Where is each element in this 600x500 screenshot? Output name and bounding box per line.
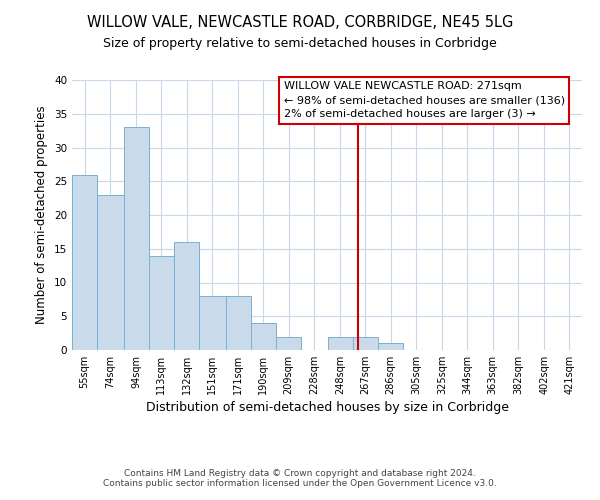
Bar xyxy=(149,256,174,350)
Text: WILLOW VALE NEWCASTLE ROAD: 271sqm
← 98% of semi-detached houses are smaller (13: WILLOW VALE NEWCASTLE ROAD: 271sqm ← 98%… xyxy=(284,82,565,120)
Bar xyxy=(124,127,149,350)
Bar xyxy=(199,296,226,350)
Bar xyxy=(174,242,199,350)
Bar xyxy=(328,336,353,350)
Bar xyxy=(226,296,251,350)
Text: Contains HM Land Registry data © Crown copyright and database right 2024.: Contains HM Land Registry data © Crown c… xyxy=(124,468,476,477)
Bar xyxy=(97,194,124,350)
Bar xyxy=(378,344,403,350)
Y-axis label: Number of semi-detached properties: Number of semi-detached properties xyxy=(35,106,49,324)
Text: WILLOW VALE, NEWCASTLE ROAD, CORBRIDGE, NE45 5LG: WILLOW VALE, NEWCASTLE ROAD, CORBRIDGE, … xyxy=(87,15,513,30)
Bar xyxy=(276,336,301,350)
X-axis label: Distribution of semi-detached houses by size in Corbridge: Distribution of semi-detached houses by … xyxy=(146,401,509,414)
Text: Size of property relative to semi-detached houses in Corbridge: Size of property relative to semi-detach… xyxy=(103,38,497,51)
Bar xyxy=(72,174,97,350)
Bar xyxy=(251,323,276,350)
Text: Contains public sector information licensed under the Open Government Licence v3: Contains public sector information licen… xyxy=(103,478,497,488)
Bar xyxy=(353,336,378,350)
